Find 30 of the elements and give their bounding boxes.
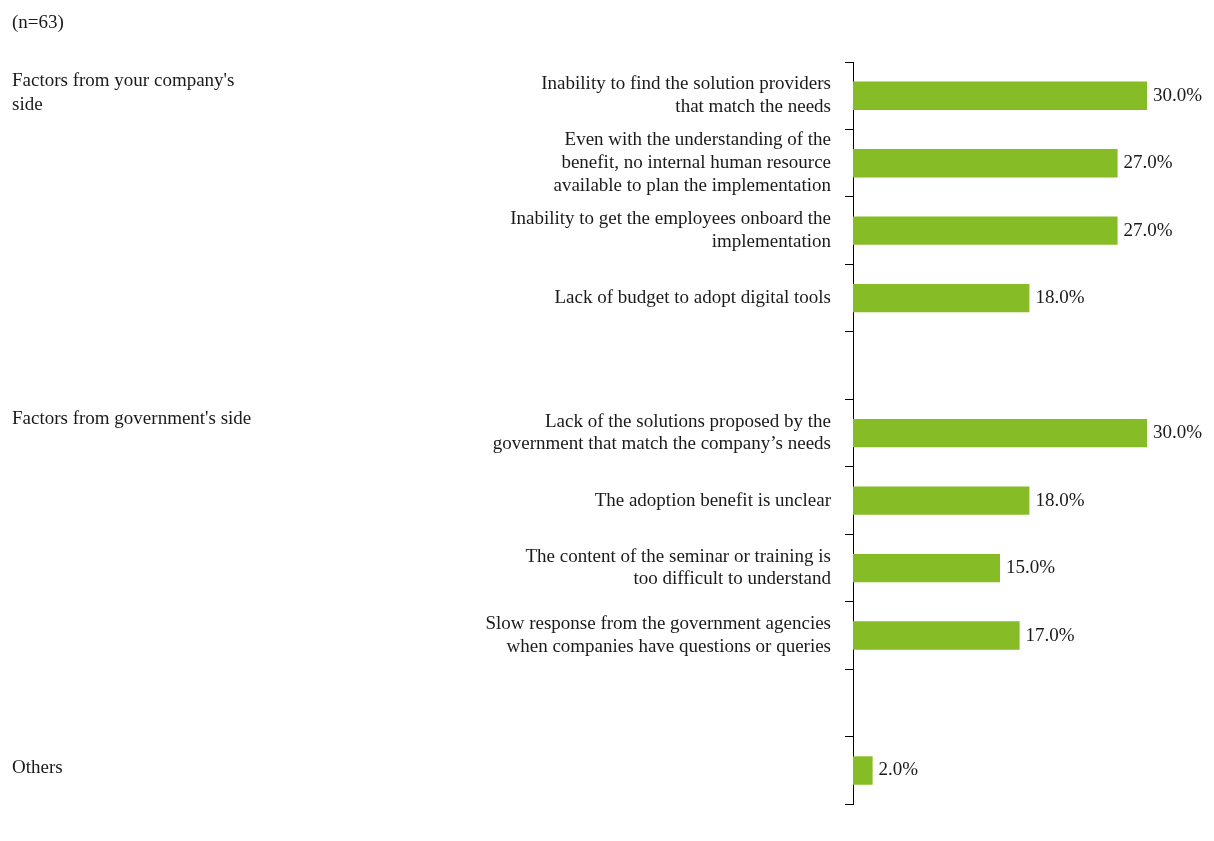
y-tick-label: Slow response from the government agencies when companies have questions or queries xyxy=(485,612,831,656)
text: (n=63) xyxy=(12,11,64,34)
y-tick-label: Even with the understanding of the benefit, no internal human resource available to plan the implementation xyxy=(553,128,832,195)
data-label: 30.0% xyxy=(1153,83,1203,105)
y-tick-label: The adoption benefit is unclear xyxy=(594,488,832,510)
bar xyxy=(853,553,1000,583)
data-label: 18.0% xyxy=(1035,488,1085,510)
y-tick-label: Lack of the solutions proposed by the government that match the company’s needs xyxy=(492,409,831,454)
bar xyxy=(853,283,1030,313)
bar xyxy=(853,621,1020,650)
bar xyxy=(853,81,1147,110)
y-tick-label: Lack of budget to adopt digital tools xyxy=(554,286,831,308)
data-label: 18.0% xyxy=(1035,286,1085,308)
text: Others xyxy=(12,755,63,777)
bar xyxy=(853,756,873,785)
y-tick-label: Inability to get the employees onboard the implementation xyxy=(510,207,832,252)
data-label: 27.0% xyxy=(1123,151,1173,173)
bar xyxy=(853,216,1118,245)
y-tick-label: The content of the seminar or training is too difficult to understand xyxy=(525,544,832,589)
text: Factors from your company's side xyxy=(12,69,235,115)
data-label: 15.0% xyxy=(1006,556,1056,578)
data-label: 30.0% xyxy=(1153,421,1203,443)
y-tick-label: Inability to find the solution providers that match the needs xyxy=(541,72,831,117)
bar xyxy=(853,149,1118,178)
text: Factors from government's side xyxy=(12,406,252,428)
bar xyxy=(853,486,1030,515)
data-label: 2.0% xyxy=(878,758,919,780)
data-label: 27.0% xyxy=(1123,218,1173,240)
bar xyxy=(853,418,1147,448)
data-label: 17.0% xyxy=(1025,623,1075,645)
